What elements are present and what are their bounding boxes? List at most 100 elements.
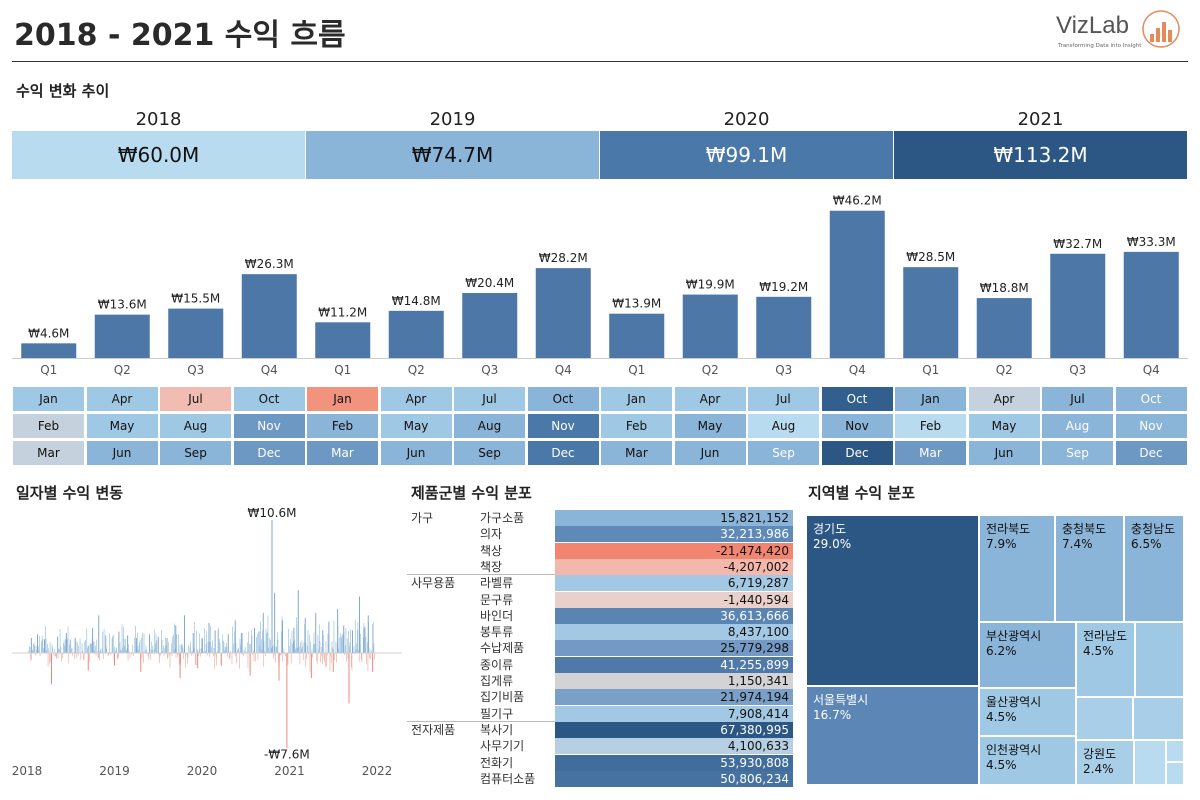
month-cell: Feb: [895, 414, 966, 438]
region-name: 충청남도: [1131, 522, 1176, 536]
product-subcategory-label: 집게류: [480, 674, 514, 688]
month-cell: Oct: [233, 387, 305, 411]
quarter-bar: [756, 296, 812, 358]
treemap-cell: 인천광역시 4.5%: [979, 736, 1076, 785]
region-treemap: 경기도 29.0% 서울특별시 16.7% 전라북도 7.9% 충청북도 7.4% 충청남도 6.…: [806, 515, 1184, 785]
month-cell: May: [968, 414, 1040, 438]
treemap-cell: 전라남도 4.5%: [1076, 622, 1135, 697]
daily-annotation: ₩10.6M: [248, 506, 297, 520]
product-row: 전자제품 복사기 67,380,995: [407, 721, 793, 739]
month-cell: Dec: [1115, 441, 1187, 465]
product-subcategory-label: 책상: [480, 543, 503, 558]
product-profit-value: 36,613,666: [555, 607, 793, 624]
product-row: 집기비품 21,974,194: [407, 689, 793, 706]
month-cell: Aug: [1042, 414, 1113, 438]
month-cell: Jun: [674, 441, 746, 465]
region-name: 울산광역시: [986, 695, 1042, 709]
product-row: 전화기 53,930,808: [407, 754, 793, 772]
month-cell: Feb: [13, 414, 84, 438]
daily-annotation: -₩7.6M: [264, 747, 310, 761]
quarter-bar: [168, 308, 224, 358]
bar-value-label: ₩13.9M: [612, 297, 661, 311]
product-category-label: 사무용품: [411, 576, 456, 591]
quarter-tick-label: Q1: [922, 363, 939, 377]
bar-value-label: ₩18.8M: [980, 281, 1029, 295]
logo-mark-icon: [1142, 10, 1180, 48]
quarter-bar: [462, 292, 518, 358]
bar-value-label: ₩4.6M: [28, 326, 69, 340]
month-cell: Mar: [895, 441, 966, 465]
month-cell: Jan: [13, 387, 84, 411]
product-subcategory-label: 책장: [480, 559, 503, 574]
quarter-bar: [609, 313, 665, 358]
bar-value-label: ₩26.3M: [245, 257, 294, 271]
logo-tagline: Transforming Data into Insight: [1058, 43, 1142, 49]
treemap-cell: 충청북도 7.4%: [1055, 515, 1124, 622]
month-cell: Dec: [233, 441, 305, 465]
product-row: 봉투류 8,437,100: [407, 624, 793, 641]
treemap-cell: 전라북도 7.9%: [979, 515, 1055, 622]
bar-value-label: ₩19.9M: [686, 278, 735, 292]
product-profit-value: 8,437,100: [555, 624, 793, 641]
month-cell: Apr: [380, 387, 452, 411]
treemap-cell: 울산광역시 4.5%: [979, 688, 1076, 736]
quarter-tick-label: Q4: [1143, 363, 1160, 377]
product-subcategory-label: 집기비품: [480, 690, 525, 705]
bar-value-label: ₩32.7M: [1053, 237, 1102, 251]
bar-value-label: ₩28.5M: [906, 250, 955, 264]
product-profit-value: -21,474,420: [555, 542, 793, 559]
month-cell: Apr: [86, 387, 158, 411]
year-label: 2019: [429, 109, 476, 130]
region-name: 전라남도: [1083, 629, 1128, 643]
product-subcategory-label: 가구소품: [480, 511, 525, 525]
product-row: 사무기기 4,100,633: [407, 738, 793, 755]
bar-value-label: ₩15.5M: [171, 292, 220, 306]
month-cell: Jun: [86, 441, 158, 465]
treemap-cell: 서울특별시 16.7%: [806, 686, 979, 785]
product-profit-value: 7,908,414: [555, 705, 793, 722]
product-profit-value: -4,207,002: [555, 558, 793, 575]
region-name: 충청북도: [1062, 522, 1107, 536]
quarter-bar: [903, 267, 959, 358]
bar-value-label: ₩28.2M: [539, 251, 588, 265]
product-profit-value: -1,440,594: [555, 591, 793, 608]
category-separator: [407, 574, 555, 576]
month-cell: Feb: [601, 414, 672, 438]
quarter-bar: [829, 210, 885, 358]
product-subcategory-label: 라벨류: [480, 576, 514, 591]
product-profit-value: 50,806,234: [555, 770, 793, 787]
treemap-cell: [1076, 697, 1133, 740]
month-cell: Aug: [748, 414, 819, 438]
quarter-tick-label: Q4: [261, 363, 278, 377]
product-row: 사무용품 라벨류 6,719,287: [407, 575, 793, 592]
product-category-label: 가구: [411, 511, 434, 525]
bar-value-label: ₩19.2M: [759, 280, 808, 294]
product-subcategory-label: 컴퓨터소품: [480, 771, 536, 786]
month-cell: Dec: [527, 441, 599, 465]
product-row: 문구류 -1,440,594: [407, 591, 793, 609]
product-subcategory-label: 종이류: [480, 657, 514, 672]
region-percent: 4.5%: [1083, 644, 1114, 658]
month-cell: Nov: [233, 414, 305, 438]
month-cell: Jan: [601, 387, 672, 411]
month-cell: Dec: [821, 441, 893, 465]
treemap-cell: [1166, 762, 1184, 785]
month-cell: Oct: [1115, 387, 1187, 411]
quarter-bar: [1123, 251, 1179, 358]
product-row: 수납제품 25,779,298: [407, 640, 793, 657]
product-row: 가구 가구소품 15,821,152: [407, 510, 793, 527]
month-cell: Jun: [380, 441, 452, 465]
region-percent: 16.7%: [813, 708, 852, 722]
product-row: 컴퓨터소품 50,806,234: [407, 770, 793, 788]
quarterly-bar-chart: ₩4.6M Q1 ₩13.6M Q2 ₩15.5M Q3 ₩26.3M Q4 ₩11.2M Q1 ₩…: [12, 194, 1188, 377]
quarter-tick-label: Q3: [1069, 363, 1086, 377]
month-cell: Aug: [454, 414, 525, 438]
quarter-bar: [682, 294, 738, 358]
year-total: ₩113.2M: [894, 131, 1187, 179]
quarter-tick-label: Q3: [481, 363, 498, 377]
product-subcategory-label: 복사기: [480, 722, 514, 737]
bar-value-label: ₩46.2M: [833, 194, 882, 208]
month-cell: Sep: [454, 441, 525, 465]
logo-name: VizLab: [1056, 12, 1129, 39]
quarter-bar: [1050, 253, 1106, 358]
